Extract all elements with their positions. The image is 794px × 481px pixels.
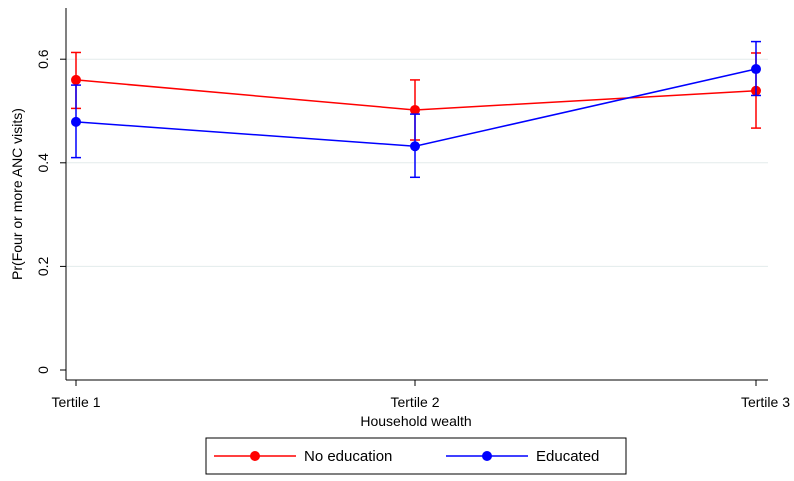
- y-tick-label: 0.6: [35, 49, 51, 69]
- y-axis: 0 0.2 0.4 0.6: [35, 8, 67, 380]
- series-educated: [71, 40, 761, 179]
- legend: No education Educated: [205, 437, 627, 475]
- legend-item-no-education: No education: [214, 448, 392, 465]
- legend-marker-educated: [482, 451, 492, 461]
- data-point: [71, 74, 81, 85]
- legend-marker-no-education: [250, 451, 260, 461]
- data-point: [410, 104, 420, 115]
- y-tick-label: 0.2: [35, 256, 51, 276]
- series-layer: [71, 40, 761, 179]
- data-point: [71, 116, 81, 127]
- y-tick-label: 0: [35, 366, 51, 374]
- data-point: [410, 141, 420, 152]
- x-axis-title: Household wealth: [360, 413, 471, 429]
- y-tick-label: 0.4: [35, 153, 51, 173]
- legend-item-educated: Educated: [446, 448, 599, 465]
- legend-label-no-education: No education: [304, 448, 392, 465]
- y-axis-title: Pr(Four or more ANC visits): [9, 108, 25, 280]
- x-tick-label: Tertile 3: [741, 394, 790, 410]
- series-no-education: [71, 51, 761, 141]
- x-axis: Tertile 1 Tertile 2 Tertile 3: [51, 379, 790, 410]
- x-tick-label: Tertile 2: [390, 394, 439, 410]
- legend-label-educated: Educated: [536, 448, 599, 465]
- x-tick-label: Tertile 1: [51, 394, 100, 410]
- gridlines: [66, 58, 768, 267]
- data-point: [751, 64, 761, 75]
